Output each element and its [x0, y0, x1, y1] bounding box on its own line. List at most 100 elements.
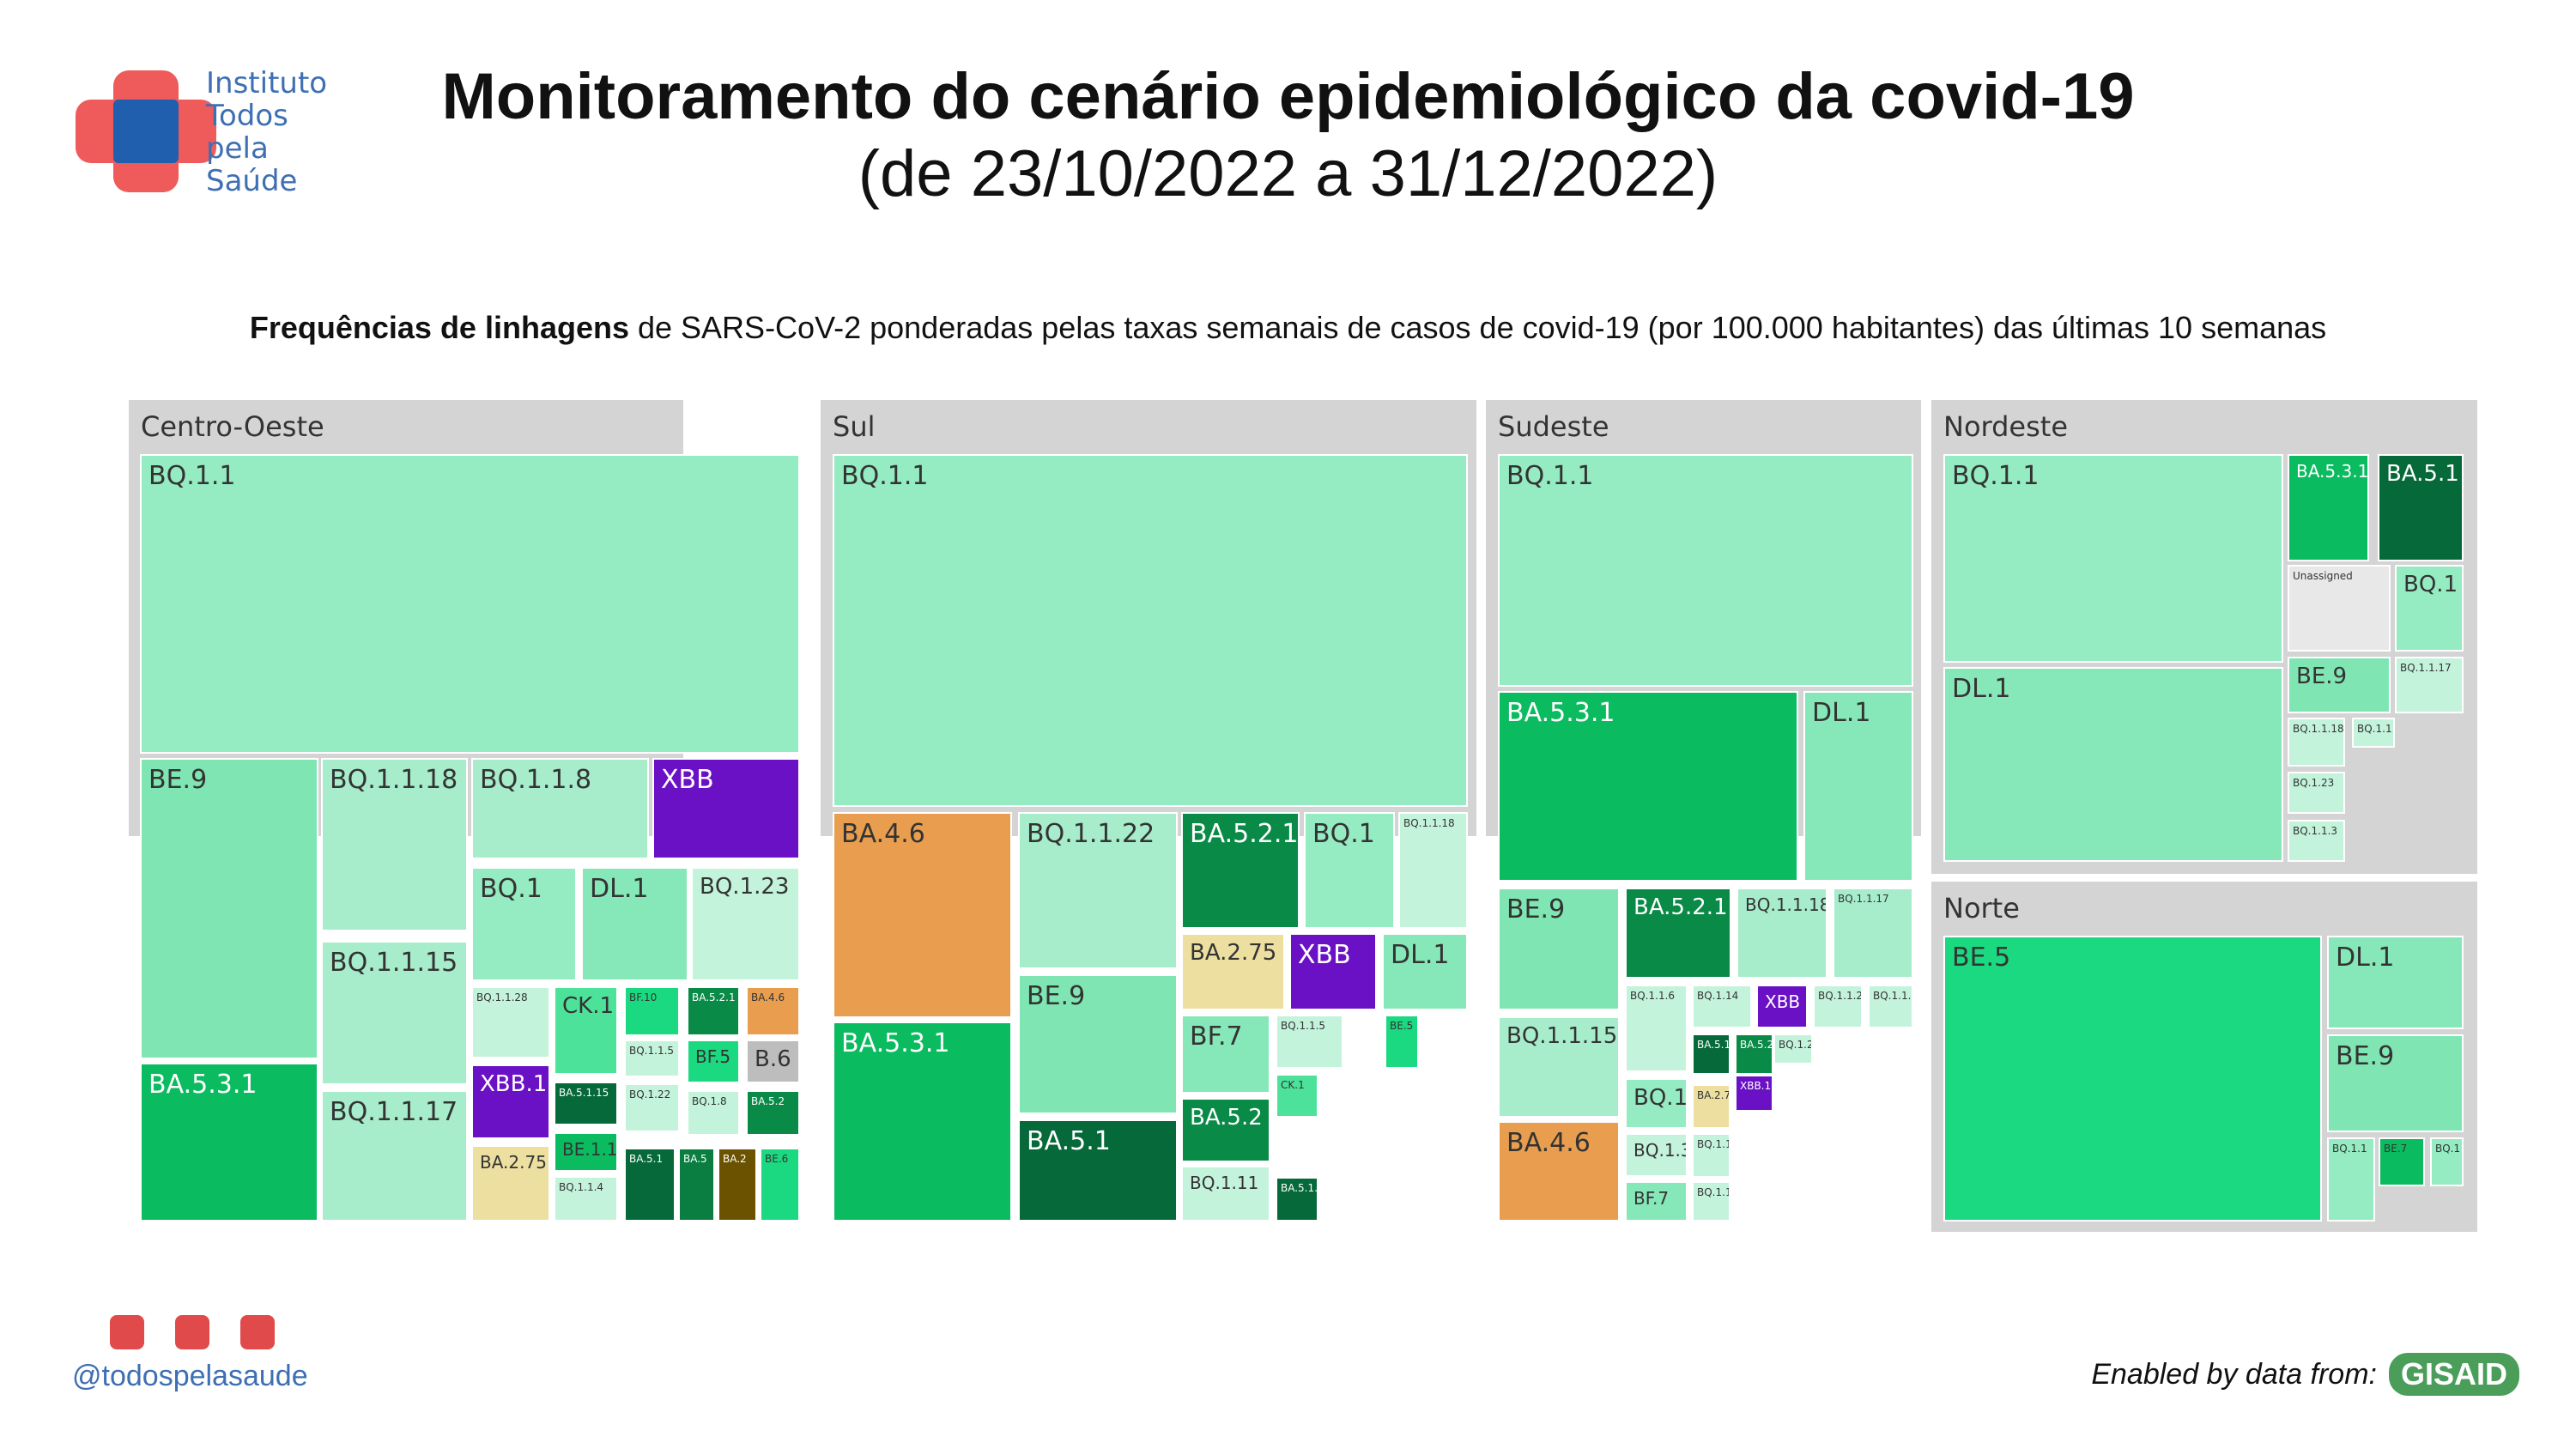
treemap-cell[interactable]: BQ.1.1.5 [1276, 1015, 1343, 1069]
treemap-cell[interactable]: BQ.1 [471, 867, 577, 981]
treemap-cell[interactable]: BQ.1.11 [1692, 1133, 1730, 1178]
treemap-cell[interactable]: BQ.1.1 [2327, 1137, 2375, 1222]
treemap-cell[interactable]: BA.2.75 [471, 1145, 550, 1222]
treemap-cell[interactable]: BQ.1.1.15 [321, 941, 468, 1085]
treemap-cell[interactable]: BQ.1.3 [1625, 1133, 1688, 1177]
treemap-cell[interactable]: BA.5.1.15 [554, 1082, 618, 1125]
treemap-cell-label: Unassigned [2293, 570, 2353, 582]
treemap-cell[interactable]: BE.9 [2288, 657, 2391, 713]
treemap-cell[interactable]: BA.5.1 [2378, 454, 2464, 561]
treemap-cell[interactable]: CK.1 [1276, 1074, 1318, 1118]
treemap-cell[interactable]: CK.1 [554, 986, 618, 1075]
treemap-cell[interactable]: BA.5.3.1 [1498, 691, 1798, 882]
treemap-cell[interactable]: BA.5 [678, 1148, 715, 1222]
treemap-cell[interactable]: BQ.1.1.26 [1813, 985, 1863, 1028]
twitter-icon[interactable] [240, 1315, 275, 1349]
treemap-cell[interactable]: BQ.1.22 [624, 1083, 680, 1132]
treemap-cell-label: BE.9 [1027, 981, 1086, 1011]
treemap-cell[interactable]: BF.7 [1625, 1181, 1688, 1222]
treemap-cell[interactable]: DL.1 [2327, 936, 2464, 1029]
treemap-cell[interactable]: BQ.1.1.18 [1398, 812, 1468, 929]
treemap-cell[interactable]: BA.5.3.1 [140, 1063, 318, 1222]
treemap-cell[interactable]: BA.4.6 [746, 986, 800, 1036]
treemap-cell[interactable]: BE.9 [2327, 1034, 2464, 1132]
treemap-cell[interactable]: BQ.1.23 [2288, 772, 2345, 814]
treemap-cell[interactable]: BQ.1 [2395, 565, 2464, 652]
treemap-cell-label: DL.1 [2336, 943, 2395, 973]
treemap-cell[interactable]: BA.5.1 [624, 1148, 676, 1222]
treemap-cell[interactable]: BA.4.6 [1498, 1121, 1620, 1222]
instagram-icon[interactable] [175, 1315, 209, 1349]
treemap-cell[interactable]: BQ.1.1 [140, 454, 800, 754]
facebook-icon[interactable] [110, 1315, 144, 1349]
treemap-cell[interactable]: BQ.1.23 [691, 867, 800, 981]
treemap-cell[interactable]: BA.5.2 [1735, 1034, 1773, 1075]
treemap-cell[interactable]: BQ.1.1.17 [321, 1090, 468, 1222]
treemap-cell[interactable]: BQ.1.8 [687, 1090, 740, 1136]
treemap-cell[interactable]: BA.5.2.1 [1625, 888, 1731, 979]
treemap-cell[interactable]: BE.9 [1498, 888, 1620, 1010]
treemap-cell[interactable]: BQ.1.1.18 [1737, 888, 1827, 979]
treemap-cell[interactable]: BQ.1 [1304, 812, 1395, 929]
treemap-cell[interactable]: BQ.1.1.6 [1625, 985, 1688, 1072]
treemap-cell-label: BQ.1.1.28 [476, 991, 528, 1003]
treemap-cell[interactable]: BA.5.2 [746, 1090, 800, 1136]
treemap-cell[interactable]: BQ.1.1.4 [2352, 718, 2395, 748]
treemap-cell[interactable]: BQ.1 [2430, 1137, 2464, 1186]
treemap-cell[interactable]: BA.5.2.1 [1181, 812, 1300, 929]
treemap-cell[interactable]: BQ.1.1.17 [2395, 657, 2464, 713]
treemap-cell[interactable]: BE.5 [1943, 936, 2322, 1222]
treemap-cell[interactable]: BE.9 [140, 758, 318, 1059]
treemap-cell[interactable]: BQ.1.1.22 [1868, 985, 1913, 1028]
treemap-cell[interactable]: BE.5 [1385, 1015, 1419, 1069]
treemap-cell[interactable]: BE.7 [2379, 1137, 2425, 1186]
treemap-cell[interactable]: BA.4.6 [833, 812, 1012, 1018]
treemap-cell[interactable]: BQ.1.1.4 [554, 1176, 618, 1222]
treemap-cell[interactable]: BQ.1.1.17 [1833, 888, 1913, 979]
treemap-cell[interactable]: BQ.1.1 [1943, 454, 2283, 663]
treemap-cell[interactable]: XBB [1756, 985, 1808, 1028]
treemap-cell[interactable]: BQ.1.1 [833, 454, 1468, 807]
treemap-cell[interactable]: BQ.1.14 [1692, 985, 1752, 1028]
treemap-cell[interactable]: BA.2.75 [1692, 1084, 1730, 1129]
treemap-cell[interactable]: BQ.1.1.5 [624, 1040, 680, 1077]
treemap-cell[interactable]: BA.5.1.5 [1276, 1177, 1318, 1222]
treemap-cell[interactable]: BQ.1.1.4 [1692, 1181, 1730, 1222]
treemap-cell[interactable]: DL.1 [1943, 667, 2283, 862]
treemap-cell[interactable]: XBB [652, 758, 800, 859]
treemap-cell[interactable]: XBB [1289, 933, 1377, 1010]
social-handle[interactable]: @todospelasaude [72, 1360, 308, 1392]
treemap-cell[interactable]: DL.1 [1382, 933, 1468, 1010]
treemap-cell[interactable]: BA.5.1 [1692, 1034, 1730, 1075]
treemap-cell[interactable]: BQ.1.11 [1181, 1166, 1270, 1222]
treemap-cell[interactable]: DL.1 [581, 867, 688, 981]
treemap-cell[interactable]: BE.6 [760, 1148, 800, 1222]
treemap-cell[interactable]: BF.10 [624, 986, 680, 1036]
treemap-cell[interactable]: BE.9 [1018, 974, 1178, 1114]
treemap-cell[interactable]: BA.5.3.1 [833, 1022, 1012, 1222]
treemap-cell[interactable]: BQ.1.1.8 [471, 758, 649, 859]
treemap-cell[interactable]: BF.7 [1181, 1015, 1270, 1094]
treemap-cell[interactable]: BQ.1.1.18 [2288, 718, 2345, 767]
treemap-cell[interactable]: BQ.1.1.15 [1498, 1016, 1620, 1118]
treemap-cell[interactable]: Unassigned [2288, 565, 2391, 652]
treemap-cell[interactable]: BA.5.1 [1018, 1119, 1178, 1222]
treemap-cell[interactable]: BA.2.75 [1181, 933, 1285, 1010]
treemap-cell[interactable]: BA.5.2 [1181, 1098, 1270, 1162]
treemap-cell[interactable]: BQ.1.1.28 [471, 986, 550, 1058]
treemap-cell[interactable]: BE.1.1 [554, 1132, 618, 1172]
treemap-cell[interactable]: DL.1 [1803, 691, 1913, 882]
treemap-cell[interactable]: BA.2 [718, 1148, 757, 1222]
treemap-cell[interactable]: BA.5.2.1 [687, 986, 740, 1036]
treemap-cell[interactable]: BQ.1.1.22 [1018, 812, 1178, 969]
treemap-cell[interactable]: B.6 [746, 1040, 800, 1083]
treemap-cell[interactable]: BQ.1.1 [1498, 454, 1913, 687]
treemap-cell[interactable]: XBB.1 [1735, 1075, 1773, 1112]
treemap-cell[interactable]: BA.5.3.1 [2288, 454, 2369, 561]
treemap-cell[interactable]: BQ.1 [1625, 1078, 1688, 1129]
treemap-cell[interactable]: BF.5 [687, 1040, 740, 1083]
treemap-cell[interactable]: BQ.1.1.3 [2288, 820, 2345, 862]
treemap-cell[interactable]: BQ.1.25 [1773, 1034, 1813, 1064]
treemap-cell[interactable]: XBB.1 [471, 1064, 550, 1139]
treemap-cell[interactable]: BQ.1.1.18 [321, 758, 468, 931]
